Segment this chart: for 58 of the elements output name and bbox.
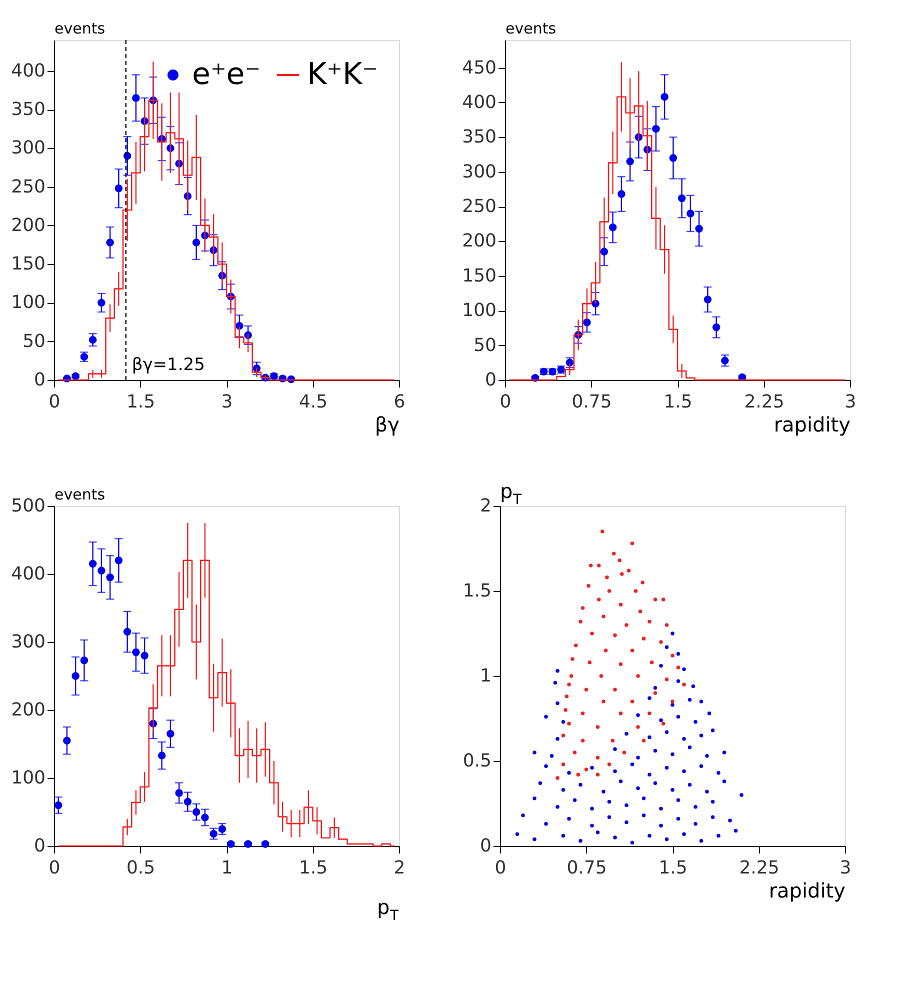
x-tick-label: 0.75: [566, 858, 607, 878]
x-tick-label: 0: [48, 392, 60, 412]
ref-line-label: βγ=1.25: [132, 355, 205, 375]
x-tick-label: 3: [844, 392, 856, 412]
x-tick-label: 1.5: [664, 392, 692, 412]
x-tick-label: 0.5: [126, 858, 156, 878]
x-tick-label: 2.25: [744, 392, 784, 412]
x-tick-label: 3: [840, 858, 852, 878]
y-tick-label: 100: [11, 768, 46, 788]
y-tick-label: 350: [462, 126, 496, 148]
y-tick-label: 200: [11, 700, 46, 720]
y-tick-label: 250: [11, 176, 46, 198]
y-axis-title: events: [54, 486, 106, 504]
x-tick-label: 2.25: [739, 858, 780, 878]
x-tick-label: 1: [221, 858, 233, 878]
x-tick-label: 1.5: [298, 858, 328, 878]
y-tick-label: 50: [22, 330, 46, 352]
x-tick-label: 0.75: [572, 392, 612, 412]
x-tick-label: 2: [394, 858, 406, 878]
y-tick-label: 50: [474, 334, 496, 356]
x-tick-label: 0: [48, 858, 60, 878]
y-tick-label: 250: [462, 196, 496, 218]
x-tick-label: 0: [500, 392, 512, 412]
legend-label: K⁺K⁻: [307, 57, 378, 92]
y-tick-label: 150: [11, 254, 46, 275]
y-tick-label: 300: [11, 632, 46, 652]
x-axis-title: βγ: [374, 412, 400, 436]
x-tick-label: 1.5: [658, 858, 688, 878]
y-tick-label: 100: [11, 292, 46, 314]
y-tick-label: 300: [11, 138, 46, 159]
y-axis-title: events: [506, 20, 556, 38]
y-tick-label: 350: [11, 99, 46, 120]
x-tick-label: 1.5: [126, 392, 156, 412]
y-tick-label: 200: [11, 214, 46, 236]
y-tick-label: 200: [462, 230, 496, 252]
y-tick-label: 150: [462, 265, 496, 286]
x-axis-title: rapidity: [768, 878, 846, 902]
y-tick-label: 0: [34, 836, 46, 856]
x-axis-title: rapidity: [774, 412, 851, 436]
y-tick-label: 100: [462, 300, 496, 322]
y-tick-label: 400: [462, 92, 496, 113]
y-tick-label: 0: [485, 370, 496, 390]
y-tick-label: 400: [11, 60, 46, 82]
x-tick-label: 6: [394, 392, 406, 412]
y-axis-title: events: [54, 20, 106, 38]
y-tick-label: 450: [462, 57, 496, 78]
x-tick-label: 4.5: [298, 392, 328, 412]
x-tick-label: 3: [221, 392, 233, 412]
y-tick-label: 400: [11, 564, 46, 584]
y-tick-label: 0.5: [462, 750, 492, 772]
y-tick-label: 300: [462, 161, 496, 182]
y-tick-label: 500: [11, 496, 46, 516]
y-tick-label: 0: [34, 370, 46, 390]
y-tick-label: 1: [480, 666, 492, 686]
y-tick-label: 2: [480, 496, 492, 516]
legend-label: e⁺e⁻: [192, 57, 261, 92]
y-tick-label: 1.5: [462, 580, 492, 602]
y-tick-label: 0: [480, 836, 492, 856]
